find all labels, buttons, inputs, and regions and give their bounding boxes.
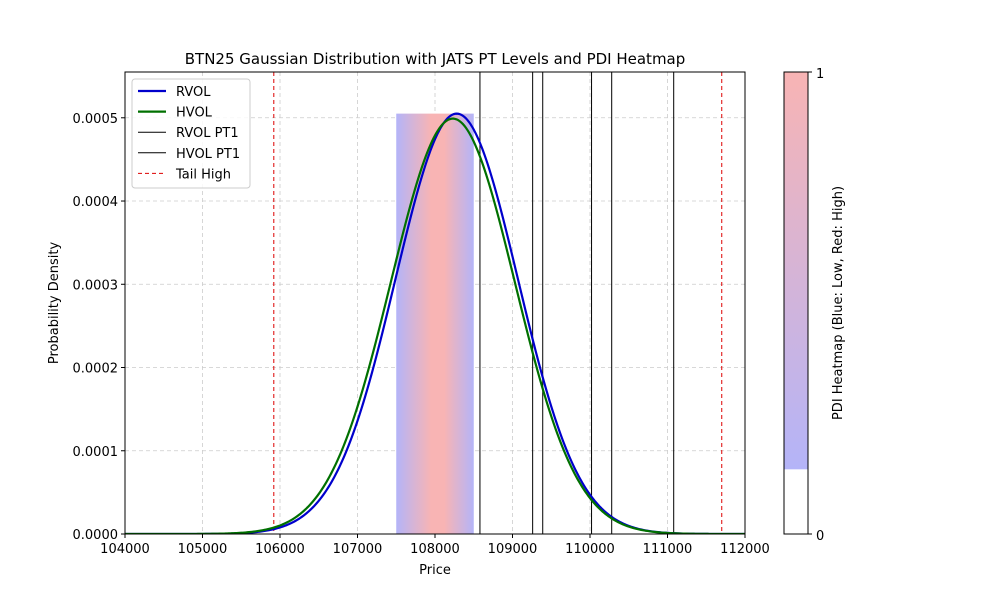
colorbar-frame — [783, 71, 809, 535]
legend: RVOL HVOL RVOL PT1 HVOL PT1 Tail High — [131, 78, 251, 189]
y-tick-label: 0.0003 — [73, 278, 119, 293]
legend-box — [131, 78, 251, 189]
x-tick-label: 104000 — [100, 542, 150, 557]
x-tick-label: 107000 — [333, 542, 383, 557]
chart-title: BTN25 Gaussian Distribution with JATS PT… — [185, 50, 686, 68]
x-axis-ticks: 104000 105000 106000 107000 108000 109000 1100… — [100, 534, 770, 557]
legend-label: HVOL — [176, 106, 213, 121]
plot-area: 104000 105000 106000 107000 108000 109000 1100… — [73, 71, 770, 557]
colorbar-tick-label-bottom: 0 — [816, 529, 824, 544]
x-tick-label: 112000 — [720, 542, 770, 557]
colorbar-gradient — [784, 72, 808, 470]
x-tick-label: 111000 — [643, 542, 693, 557]
pdi-heatmap-band — [396, 113, 474, 534]
x-tick-label: 106000 — [255, 542, 305, 557]
y-tick-label: 0.0000 — [73, 528, 119, 543]
y-tick-label: 0.0002 — [73, 362, 119, 377]
colorbar-label: PDI Heatmap (Blue: Low, Red: High) — [831, 186, 846, 420]
x-tick-label: 110000 — [565, 542, 615, 557]
colorbar-fill-layer — [784, 72, 808, 470]
y-tick-label: 0.0004 — [73, 195, 119, 210]
colorbar: 1 0 PDI Heatmap (Blue: Low, Red: High) — [783, 67, 846, 544]
series-line-hvol — [125, 117, 745, 534]
y-tick-label: 0.0001 — [73, 445, 119, 460]
x-tick-label: 105000 — [178, 542, 228, 557]
y-axis-label: Probability Density — [47, 242, 62, 365]
legend-label: HVOL PT1 — [176, 147, 240, 162]
x-tick-label: 108000 — [410, 542, 460, 557]
y-axis-ticks: 0.0000 0.0001 0.0002 0.0003 0.0004 0.0005 — [73, 112, 125, 543]
y-tick-label: 0.0005 — [73, 112, 119, 127]
x-axis-label: Price — [419, 563, 451, 578]
colorbar-tick-label-top: 1 — [816, 67, 824, 82]
x-tick-label: 109000 — [488, 542, 538, 557]
legend-label: RVOL PT1 — [176, 126, 239, 141]
pdi-heatmap-band-layer — [396, 113, 474, 534]
legend-label: Tail High — [175, 167, 231, 182]
legend-label: RVOL — [176, 85, 211, 100]
pt-level-lines — [273, 72, 723, 534]
